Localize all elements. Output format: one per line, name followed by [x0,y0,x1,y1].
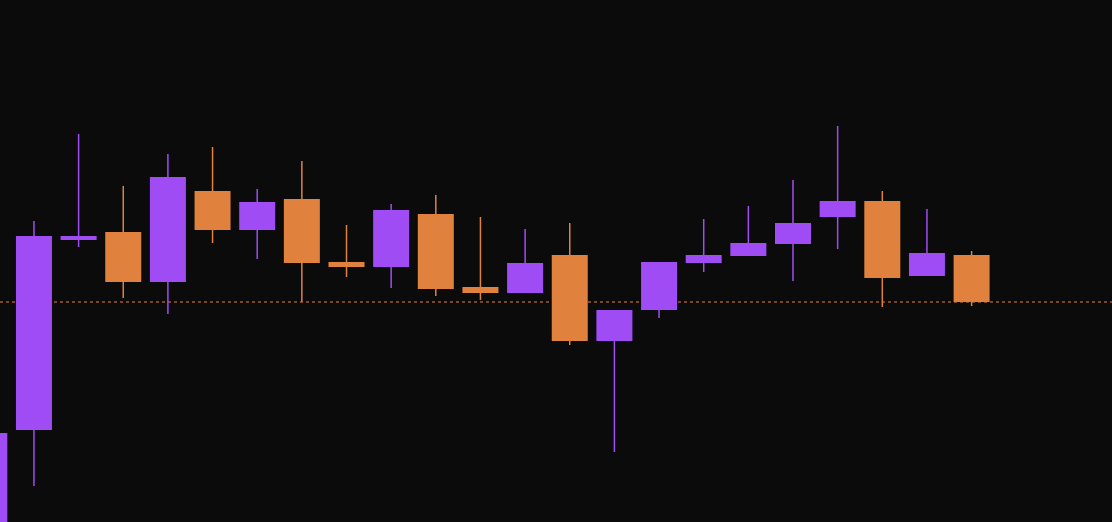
candle-body [685,255,722,263]
candle-body [60,236,97,240]
candle-body [507,263,544,293]
candle-body [641,262,678,310]
candle-body [0,433,8,522]
candle-body [551,255,588,341]
candle-body [953,255,990,302]
candle-body [864,201,901,278]
candle-body [462,287,499,293]
candle-body [15,236,52,430]
candle-body [194,191,231,230]
candle-body [730,243,767,256]
candle-body [819,201,856,217]
candle-body [105,232,142,282]
candle-body [775,223,811,244]
candle-body [908,253,945,276]
candle-body [149,177,186,282]
candle-body [596,310,633,341]
candle-body [417,214,454,289]
candle-body [373,210,410,267]
candle-body [328,262,365,267]
candle-body [283,199,320,263]
candle-body [239,202,276,230]
